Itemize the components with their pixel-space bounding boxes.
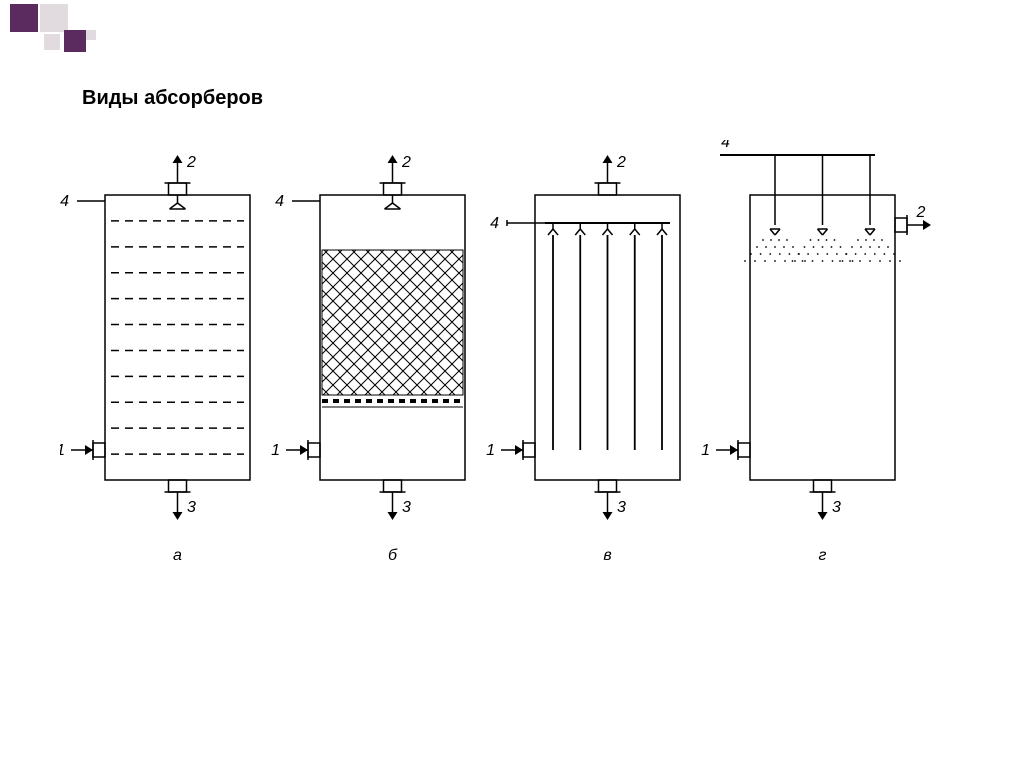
svg-text:3: 3 bbox=[187, 499, 196, 516]
svg-text:2: 2 bbox=[916, 204, 926, 221]
svg-text:2: 2 bbox=[186, 154, 196, 171]
svg-text:г: г bbox=[819, 547, 827, 564]
svg-text:1: 1 bbox=[701, 442, 710, 459]
page-title: Виды абсорберов bbox=[82, 87, 263, 110]
svg-text:б: б bbox=[388, 547, 398, 564]
svg-text:1: 1 bbox=[486, 442, 495, 459]
svg-text:4: 4 bbox=[490, 215, 499, 232]
svg-text:2: 2 bbox=[401, 154, 411, 171]
svg-text:1: 1 bbox=[60, 442, 65, 459]
svg-text:а: а bbox=[173, 547, 182, 564]
svg-text:3: 3 bbox=[617, 499, 626, 516]
svg-text:3: 3 bbox=[402, 499, 411, 516]
svg-text:4: 4 bbox=[60, 193, 69, 210]
absorber-diagram: 2 3 1 4 а 2 3 1 4 б 2 3 1 4 в 3 1 4 2 г bbox=[60, 140, 960, 570]
svg-text:2: 2 bbox=[616, 154, 626, 171]
svg-text:4: 4 bbox=[275, 193, 284, 210]
corner-decoration bbox=[0, 0, 110, 60]
svg-text:4: 4 bbox=[721, 140, 730, 151]
svg-text:1: 1 bbox=[271, 442, 280, 459]
svg-text:в: в bbox=[603, 547, 611, 564]
svg-text:3: 3 bbox=[832, 499, 841, 516]
